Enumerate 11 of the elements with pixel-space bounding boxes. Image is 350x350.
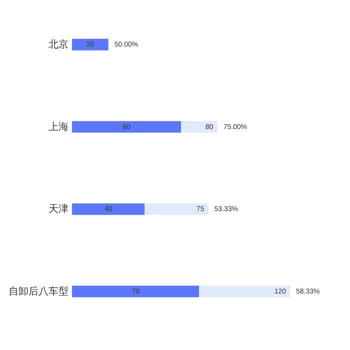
bar: [181, 121, 218, 133]
bar: [72, 286, 200, 298]
y-tick-label: 自卸后八车型: [8, 285, 68, 298]
y-tick-label: 天津: [48, 203, 68, 216]
bar: [144, 203, 208, 215]
y-tick-label: 北京: [48, 38, 68, 51]
bar: [72, 38, 108, 50]
bar: [199, 286, 290, 298]
y-tick-label: 上海: [48, 120, 68, 133]
bar: [72, 203, 145, 215]
bar: [72, 121, 181, 133]
